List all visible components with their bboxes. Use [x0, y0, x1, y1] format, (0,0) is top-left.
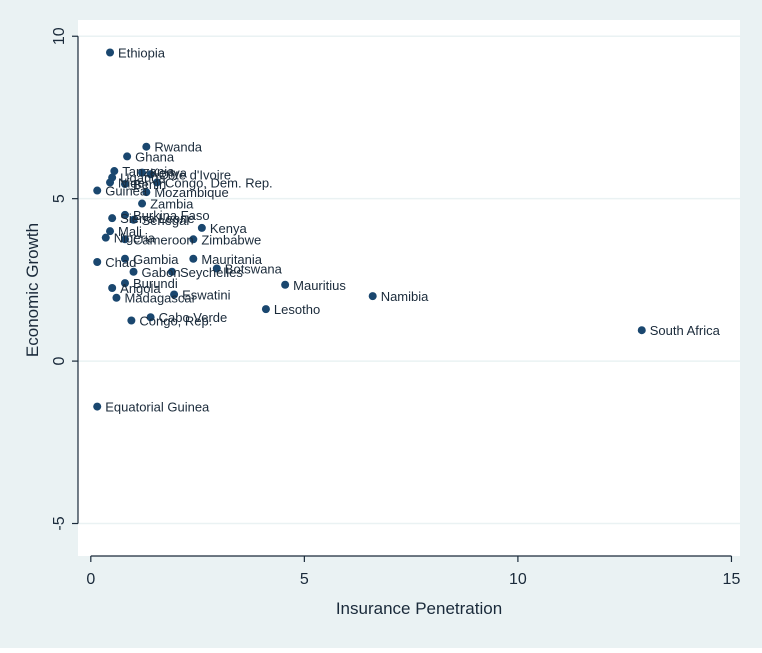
data-point: [106, 178, 115, 187]
data-point: [106, 227, 115, 236]
data-label: Burkina Faso: [133, 208, 210, 223]
data-label: Guinea: [105, 184, 148, 199]
data-point: [129, 267, 138, 276]
data-point: [146, 313, 155, 322]
data-label: Zimbabwe: [201, 232, 261, 247]
data-point: [212, 264, 221, 273]
data-label: Nigeria: [114, 231, 156, 246]
y-tick-label: 5: [51, 194, 68, 203]
data-point: [146, 170, 155, 179]
data-label: Namibia: [381, 289, 429, 304]
data-label: Tanzania: [122, 164, 175, 179]
data-label: Angola: [120, 281, 161, 296]
data-points: [93, 48, 646, 411]
y-tick-label: 10: [51, 27, 68, 45]
y-tick-label: 0: [51, 357, 68, 366]
data-point: [127, 316, 136, 325]
data-label: Rwanda: [154, 140, 202, 155]
data-label: Ethiopia: [118, 45, 166, 60]
data-point: [281, 280, 290, 289]
data-label: Cabo Verde: [159, 310, 228, 325]
data-point: [120, 180, 129, 189]
x-tick-label: 10: [509, 571, 527, 588]
y-axis-title: Economic Growth: [23, 223, 42, 357]
data-label: Ghana: [135, 149, 175, 164]
data-point: [120, 279, 129, 288]
data-point: [123, 152, 132, 161]
data-label: Gambia: [133, 252, 179, 267]
data-label: Eswatini: [182, 287, 231, 302]
data-label: Congo, Dem. Rep.: [165, 175, 273, 190]
data-point: [106, 48, 115, 57]
data-label: Cameroon: [133, 232, 194, 247]
point-labels: Ethiopia RwandaGhanaTanzaniaUgandaNigerBe…: [105, 45, 720, 414]
data-label: Sierra Leone: [120, 211, 194, 226]
data-point: [108, 214, 117, 223]
data-point: [153, 178, 162, 187]
data-label: Madagascar: [124, 291, 196, 306]
data-point: [637, 326, 646, 335]
gridlines: [78, 35, 740, 525]
data-point: [120, 235, 129, 244]
data-point: [93, 402, 102, 411]
data-point: [93, 186, 102, 195]
data-label: Kenya: [210, 221, 248, 236]
data-point: [112, 293, 121, 302]
y-tick-label: -5: [51, 516, 68, 530]
data-label: Kenya: [150, 166, 188, 181]
data-point: [110, 167, 119, 176]
data-label: Congo, Rep.: [139, 313, 212, 328]
data-point: [189, 254, 198, 263]
data-label: Mali: [118, 224, 142, 239]
axes: -5 0 5 10 0 5 10 15: [51, 27, 740, 588]
data-label: Benin: [133, 177, 166, 192]
data-point: [101, 233, 110, 242]
x-tick-label: 5: [300, 571, 309, 588]
data-label: Burundi: [133, 276, 178, 291]
data-point: [189, 235, 198, 244]
data-label: Uganda: [120, 171, 166, 186]
data-point: [120, 254, 129, 263]
data-point: [170, 290, 179, 299]
data-point: [108, 284, 117, 292]
data-label: Equatorial Guinea: [105, 400, 210, 415]
data-label: Chad: [105, 255, 136, 270]
data-point: [93, 258, 102, 267]
data-label: Gabon: [142, 265, 181, 280]
data-point: [261, 305, 270, 314]
data-point: [138, 199, 147, 208]
data-label: Mauritania: [201, 252, 262, 267]
data-point: [368, 292, 377, 301]
data-point: [142, 188, 151, 197]
data-point: [120, 210, 129, 219]
data-label: Mozambique: [154, 185, 228, 200]
data-point: [167, 267, 176, 276]
data-label: Niger: [118, 175, 150, 190]
x-tick-label: 0: [86, 571, 95, 588]
data-label: Lesotho: [274, 302, 320, 317]
data-point: [138, 168, 147, 177]
data-point: [142, 142, 151, 151]
data-label: Seychelles: [180, 265, 243, 280]
data-label: Botswana: [225, 262, 283, 277]
data-label: South Africa: [650, 323, 721, 338]
x-tick-label: 15: [723, 571, 741, 588]
data-label: Mauritius: [293, 278, 346, 293]
data-point: [197, 223, 206, 232]
data-label: Côte d'Ivoire: [159, 167, 232, 182]
data-point: [129, 215, 138, 224]
data-label: Senegal: [142, 213, 190, 228]
plot-area: [78, 20, 740, 556]
data-label: Zambia: [150, 197, 194, 212]
x-axis-title: Insurance Penetration: [336, 599, 502, 618]
